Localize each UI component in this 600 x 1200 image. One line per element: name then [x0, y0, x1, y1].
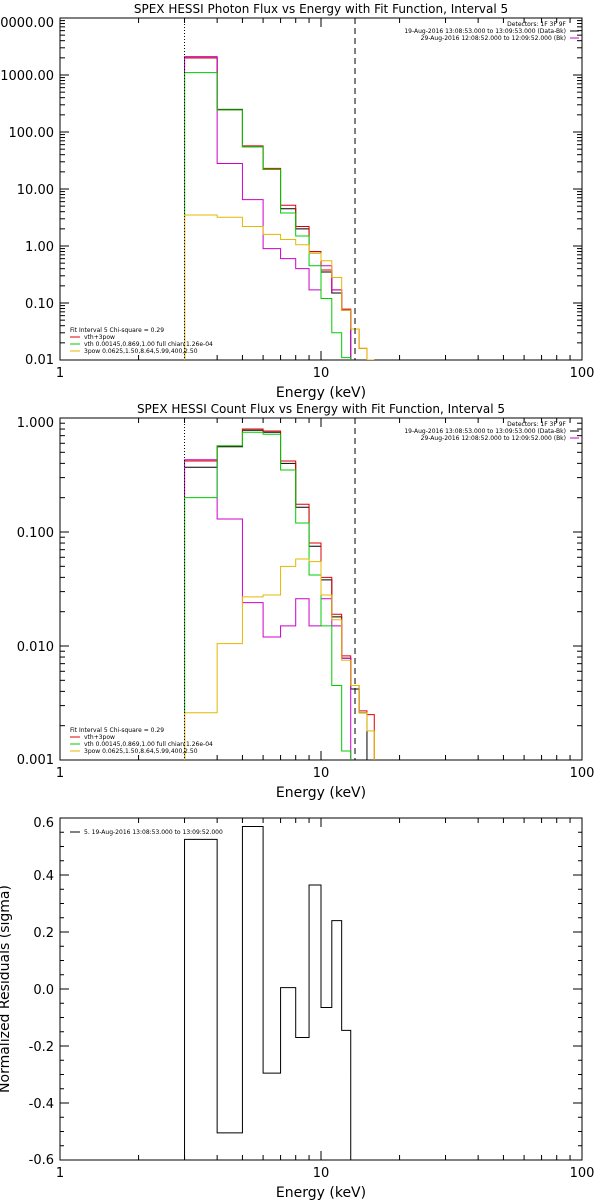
legend-right-entry: 29-Aug-2016 12:08:52.000 to 12:09:52.000…	[421, 435, 566, 442]
legend-right-entry: 19-Aug-2016 13:08:53.000 to 13:09:53.000…	[404, 428, 566, 435]
series-line	[184, 431, 352, 760]
plot-frame	[59, 17, 583, 361]
legend-right-entry: Detectors: 1F 3F 9F	[507, 21, 566, 28]
x-tick-label: 100	[570, 766, 595, 781]
series-line	[184, 57, 375, 360]
legend-left-entry: vth+3pow	[84, 734, 115, 741]
legend-left-entry: vth 0.00145,0.869,1.00 full chian 1.26e-…	[84, 341, 213, 348]
series-line	[184, 57, 352, 360]
y-tick-label: 10000.00	[0, 16, 54, 31]
legend-left-entry: vth+3pow	[84, 334, 115, 341]
y-tick-label: 0.6	[33, 816, 54, 831]
x-tick-label: 1	[56, 766, 64, 781]
legend-left-entry: Fit Interval 5 Chi-square = 0.29	[70, 327, 164, 334]
chart-title: SPEX HESSI Photon Flux vs Energy with Fi…	[134, 2, 508, 16]
x-axis-label: Energy (keV)	[276, 1185, 366, 1200]
legend-left-entry: 3pow 0.0625,1.50,8.64,5.99,400,2.50	[84, 748, 198, 755]
y-tick-label: -0.6	[29, 1153, 54, 1168]
y-tick-label: 0.2	[33, 926, 54, 941]
series-line	[184, 459, 352, 760]
chart-title: SPEX HESSI Count Flux vs Energy with Fit…	[137, 402, 505, 416]
series-line	[184, 428, 375, 760]
y-tick-label: 0.001	[17, 753, 54, 768]
series-group	[184, 56, 375, 360]
x-axis-label: Energy (keV)	[276, 785, 366, 801]
legend-right-entry: 19-Aug-2016 13:08:53.000 to 13:09:53.000…	[404, 28, 566, 35]
y-axis-label: Normalized Residuals (sigma)	[0, 885, 13, 1093]
series-line	[184, 558, 375, 760]
series-group	[184, 826, 352, 1160]
y-tick-label: 0.01	[25, 353, 54, 368]
y-tick-label: 100.00	[9, 126, 55, 141]
y-tick-label: 0.100	[17, 526, 54, 541]
series-line	[184, 72, 352, 360]
panel-residuals: 1 10 100 Energy (keV) -0.6 -0.4 -0.2 0.0 0.2 0.4 0…	[0, 816, 594, 1200]
series-line	[184, 214, 375, 360]
legend-right-entry: Detectors: 1F 3F 9F	[507, 421, 566, 428]
y-tick-label: -0.4	[29, 1097, 54, 1112]
y-tick-label: -0.2	[29, 1040, 54, 1055]
series-group	[184, 428, 375, 760]
series-line	[184, 56, 352, 360]
legend-left-entry: 5. 19-Aug-2016 13:08:53.000 to 13:09:52.…	[84, 829, 223, 836]
panel-photon: SPEX HESSI Photon Flux vs Energy with Fi…	[0, 2, 594, 401]
legend-left-entry: 3pow 0.0625,1.50,8.64,5.99,400,2.50	[84, 348, 198, 355]
y-tick-label: 1000.00	[0, 69, 54, 84]
x-tick-label: 10	[313, 766, 330, 781]
y-tick-label: 0.010	[17, 640, 54, 655]
y-tick-label: 1.000	[17, 416, 54, 431]
y-tick-label: 0.10	[25, 297, 54, 312]
x-tick-label: 10	[313, 366, 330, 381]
series-line	[184, 826, 352, 1160]
panel-count: SPEX HESSI Count Flux vs Energy with Fit…	[17, 402, 595, 801]
y-tick-label: 0.0	[33, 983, 54, 998]
legend-left-entry: vth 0.00145,0.869,1.00 full chian 1.26e-…	[84, 741, 213, 748]
x-tick-label: 1	[56, 1166, 64, 1181]
legend-left-entry: Fit Interval 5 Chi-square = 0.29	[70, 727, 164, 734]
x-tick-label: 100	[570, 1166, 595, 1181]
x-tick-label: 100	[570, 366, 595, 381]
y-tick-label: 1.00	[25, 240, 54, 255]
y-tick-label: 0.4	[33, 869, 54, 884]
x-axis-label: Energy (keV)	[276, 385, 366, 401]
x-tick-label: 1	[56, 366, 64, 381]
y-tick-label: 10.00	[17, 183, 54, 198]
x-tick-label: 10	[313, 1166, 330, 1181]
legend-right-entry: 29-Aug-2016 12:08:52.000 to 12:09:52.000…	[421, 35, 566, 42]
